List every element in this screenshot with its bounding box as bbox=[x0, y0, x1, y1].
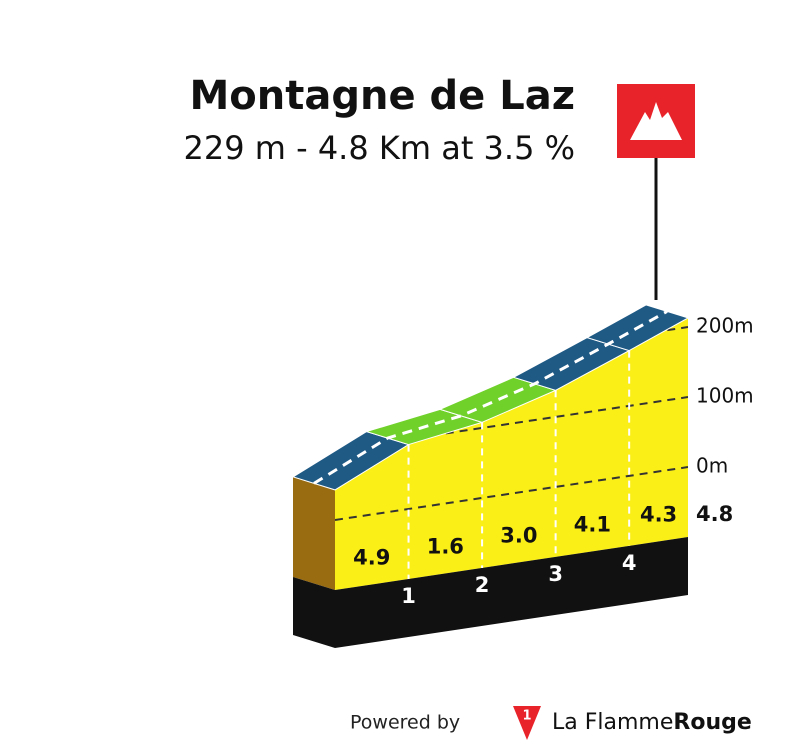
x-tick-label: 4 bbox=[622, 551, 637, 575]
chart-title: Montagne de Laz bbox=[190, 73, 576, 119]
road-centerline bbox=[313, 310, 668, 485]
y-tick-label: 0m bbox=[696, 454, 728, 478]
powered-by: Powered by bbox=[350, 712, 460, 734]
gradient-label: 3.0 bbox=[500, 523, 537, 547]
x-tick-label: 2 bbox=[475, 573, 490, 597]
x-tick-label: 4.8 bbox=[696, 502, 733, 526]
brand-name: La FlammeRouge bbox=[552, 710, 752, 735]
gradient-label: 4.3 bbox=[640, 502, 677, 526]
gradient-label: 1.6 bbox=[427, 534, 464, 558]
gradient-label: 4.9 bbox=[353, 545, 390, 569]
grid-line bbox=[335, 466, 688, 521]
side-face bbox=[293, 476, 335, 590]
flag-icon bbox=[630, 102, 682, 140]
base-band bbox=[335, 537, 688, 648]
side-base bbox=[293, 577, 335, 648]
x-tick-label: 1 bbox=[401, 584, 416, 608]
profile: 0m 100m 200m 4.9 1.6 3.0 4.1 4.3 1 2 3 4 4.8 bbox=[291, 304, 754, 648]
brand-bold: Rouge bbox=[673, 710, 751, 735]
chart-subtitle: 229 m - 4.8 Km at 3.5 % bbox=[184, 129, 576, 167]
brand-light: La Flamme bbox=[552, 710, 673, 735]
x-tick-label: 3 bbox=[548, 562, 563, 586]
y-tick-label: 100m bbox=[696, 384, 754, 408]
brand-number: 1 bbox=[522, 709, 531, 724]
front-face bbox=[335, 317, 688, 590]
gradient-label: 4.1 bbox=[574, 512, 611, 536]
brand-icon bbox=[513, 706, 541, 740]
y-tick-label: 200m bbox=[696, 314, 754, 338]
